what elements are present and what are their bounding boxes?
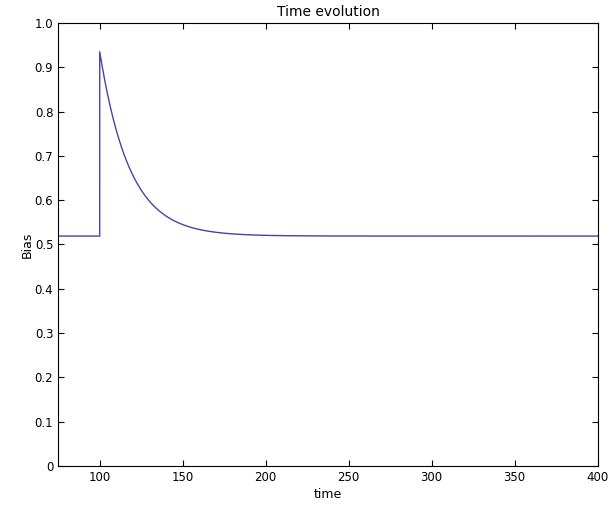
Title: Time evolution: Time evolution [276, 5, 379, 19]
Y-axis label: Bias: Bias [20, 231, 33, 258]
X-axis label: time: time [314, 488, 342, 501]
